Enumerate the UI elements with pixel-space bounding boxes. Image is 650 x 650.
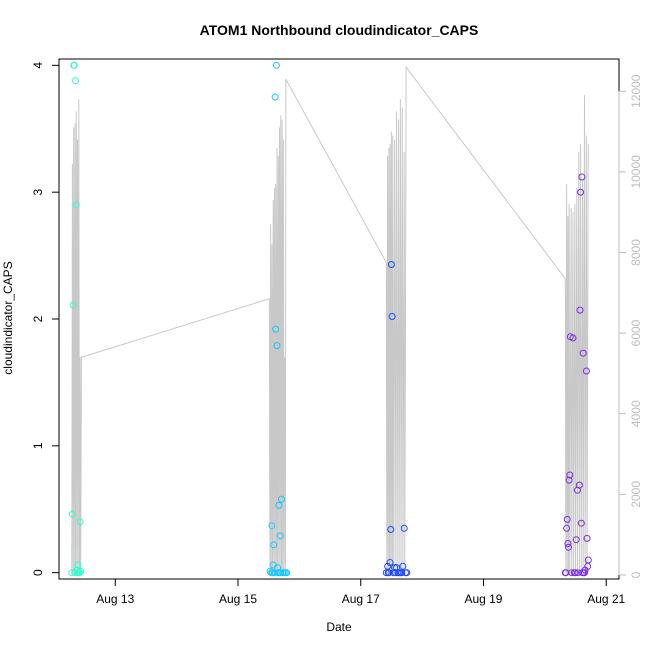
y2-axis: 0 2000 4000 6000 8000 10000 12000 — [618, 74, 643, 578]
data-point-2 — [272, 325, 280, 333]
data-point-2 — [273, 342, 281, 350]
data-point-4 — [569, 334, 577, 342]
y2-tick-label: 10000 — [629, 155, 643, 189]
x-tick-label: Aug 21 — [587, 592, 625, 606]
data-point-1 — [74, 561, 82, 569]
secondary-line-layer — [71, 65, 589, 576]
y2-tick-label: 2000 — [629, 481, 643, 508]
data-point-2 — [275, 501, 283, 509]
x-axis: Aug 13 Aug 15 Aug 17 Aug 19 Aug 21 — [96, 578, 626, 606]
data-point-4 — [584, 556, 592, 564]
x-tick-label: Aug 17 — [342, 592, 380, 606]
y-axis-label: cloudindicator_CAPS — [1, 261, 15, 374]
data-point-3 — [388, 313, 396, 320]
y-axis: 0 1 2 3 4 — [31, 62, 60, 576]
data-point-2 — [276, 532, 284, 540]
data-point-4 — [579, 349, 587, 357]
data-point-3 — [387, 526, 395, 533]
y2-tick-label: 8000 — [629, 239, 643, 266]
data-point-2 — [271, 93, 279, 101]
y-tick-label: 1 — [31, 442, 45, 449]
plot-frame — [58, 58, 620, 580]
data-point-4 — [582, 367, 590, 375]
data-point-3 — [399, 562, 407, 570]
data-point-3 — [387, 261, 395, 268]
data-point-1 — [72, 201, 80, 209]
data-point-4 — [577, 519, 585, 527]
data-point-1 — [72, 77, 80, 85]
y-tick-label: 2 — [31, 315, 45, 322]
data-point-4 — [565, 543, 572, 551]
data-point-2 — [278, 495, 285, 503]
data-point-4 — [573, 486, 581, 494]
data-point-3 — [382, 569, 390, 577]
data-point-3 — [398, 569, 406, 577]
y2-tick-label: 6000 — [629, 319, 643, 346]
data-point-4 — [566, 471, 574, 479]
data-point-4 — [563, 524, 571, 532]
data-point-3 — [400, 524, 408, 532]
chart-title: ATOM1 Northbound cloudindicator_CAPS — [200, 22, 479, 38]
data-point-1 — [68, 510, 76, 518]
data-point-4 — [564, 540, 572, 547]
data-point-1 — [70, 61, 78, 69]
y-tick-label: 0 — [31, 569, 45, 576]
x-tick-label: Aug 15 — [219, 592, 257, 606]
y2-tick-label: 12000 — [629, 74, 643, 108]
data-point-4 — [563, 515, 571, 523]
data-point-2 — [270, 541, 278, 549]
data-point-1 — [76, 569, 83, 577]
data-point-2 — [272, 61, 280, 69]
data-point-4 — [577, 188, 585, 196]
data-point-1 — [77, 567, 85, 575]
x-tick-label: Aug 19 — [464, 592, 502, 606]
data-point-4 — [565, 476, 573, 484]
x-tick-label: Aug 13 — [96, 592, 134, 606]
data-point-4 — [578, 173, 586, 181]
data-point-3 — [403, 569, 411, 577]
x-axis-label: Date — [326, 620, 352, 634]
data-point-3 — [391, 564, 399, 572]
data-point-4 — [581, 569, 588, 577]
y2-tick-label: 4000 — [629, 400, 643, 427]
data-point-4 — [572, 536, 580, 544]
y-tick-label: 4 — [31, 62, 45, 69]
points-layer — [68, 61, 592, 577]
y2-tick-label: 0 — [629, 571, 643, 578]
data-point-2 — [283, 569, 291, 577]
data-point-4 — [576, 306, 584, 314]
y-tick-label: 3 — [31, 189, 45, 196]
data-point-4 — [583, 534, 591, 542]
data-point-4 — [572, 569, 579, 577]
data-point-2 — [268, 522, 276, 530]
data-point-1 — [76, 518, 84, 526]
data-point-1 — [69, 301, 77, 309]
secondary-series-line — [71, 65, 589, 576]
